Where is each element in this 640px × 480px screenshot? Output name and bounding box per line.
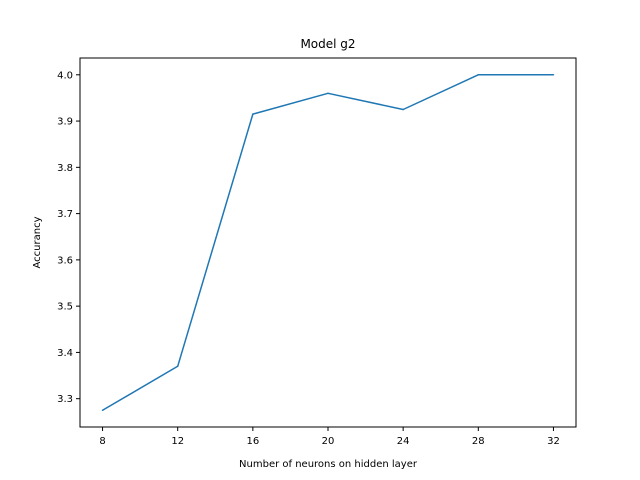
x-axis-label: Number of neurons on hidden layer <box>239 459 418 470</box>
x-axis-ticks: 8 12 16 20 24 28 32 <box>99 427 560 447</box>
y-tick-label: 3.4 <box>57 348 73 359</box>
y-axis-ticks: 3.3 3.4 3.5 3.6 3.7 3.8 3.9 4.0 <box>57 70 80 405</box>
y-axis-label: Accurancy <box>32 216 43 268</box>
data-point-0-6 <box>552 74 555 76</box>
x-tick-label: 20 <box>322 436 335 447</box>
plot-area <box>101 74 555 411</box>
y-tick-label: 3.5 <box>57 302 73 313</box>
y-tick-label: 3.7 <box>57 209 73 220</box>
y-tick-label: 3.3 <box>57 394 73 405</box>
y-tick-label: 4.0 <box>57 70 73 81</box>
y-tick-label: 3.9 <box>57 117 73 128</box>
x-tick-label: 24 <box>397 436 410 447</box>
data-point-0-2 <box>252 113 254 115</box>
data-point-0-3 <box>327 92 329 95</box>
y-tick-label: 3.6 <box>57 255 73 266</box>
x-tick-label: 12 <box>171 436 184 447</box>
x-tick-label: 8 <box>99 436 105 447</box>
x-tick-label: 16 <box>246 436 259 447</box>
x-tick-label: 28 <box>472 436 485 447</box>
y-tick-label: 3.8 <box>57 163 73 174</box>
data-point-0-4 <box>402 108 404 111</box>
x-tick-label: 32 <box>547 436 560 447</box>
chart-title: Model g2 <box>300 37 355 51</box>
data-point-0-0 <box>101 409 104 411</box>
data-point-0-5 <box>477 74 480 76</box>
data-point-0-1 <box>176 365 179 368</box>
